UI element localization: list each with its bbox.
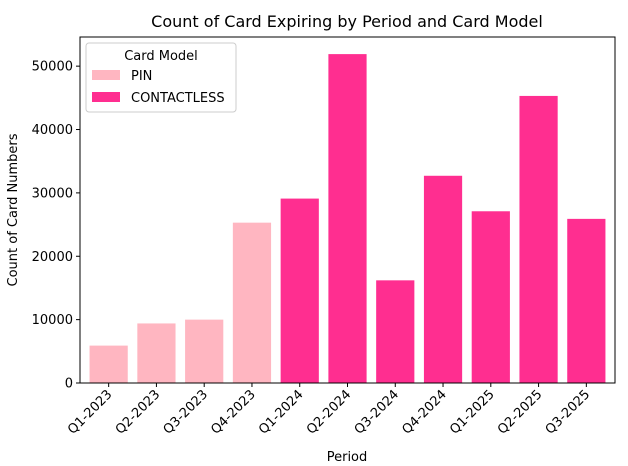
bar-contactless-q1-2025 bbox=[471, 211, 510, 383]
x-tick-label: Q1-2023 bbox=[65, 387, 115, 437]
x-axis: Q1-2023Q2-2023Q3-2023Q4-2023Q1-2024Q2-20… bbox=[65, 383, 593, 438]
legend: Card Model PIN CONTACTLESS bbox=[85, 42, 237, 113]
x-tick-label: Q4-2023 bbox=[208, 387, 258, 437]
bar-contactless-q2-2024 bbox=[328, 54, 367, 384]
x-tick-label: Q2-2025 bbox=[495, 387, 545, 437]
bar-contactless-q4-2024 bbox=[423, 175, 463, 383]
x-tick-label: Q4-2024 bbox=[399, 387, 449, 437]
legend-swatch-pin bbox=[92, 70, 120, 80]
legend-title: Card Model bbox=[124, 49, 198, 64]
legend-box bbox=[85, 42, 237, 113]
bars bbox=[89, 54, 606, 384]
x-tick-label: Q3-2023 bbox=[161, 387, 211, 437]
bar-contactless-q1-2024 bbox=[280, 198, 319, 383]
x-tick-label: Q1-2024 bbox=[256, 387, 306, 437]
y-tick-label: 30000 bbox=[32, 186, 73, 201]
bar-contactless-q3-2024 bbox=[376, 280, 415, 383]
legend-label-contactless: CONTACTLESS bbox=[131, 91, 225, 106]
legend-label-pin: PIN bbox=[131, 69, 152, 84]
x-axis-label: Period bbox=[327, 450, 368, 465]
bar-contactless-q3-2025 bbox=[567, 218, 606, 383]
bar-pin-q3-2023 bbox=[185, 319, 224, 383]
x-tick-label: Q2-2024 bbox=[304, 387, 354, 437]
y-tick-label: 40000 bbox=[32, 123, 73, 138]
legend-swatch-contactless bbox=[92, 92, 120, 102]
bar-pin-q1-2023 bbox=[89, 345, 128, 383]
chart-title: Count of Card Expiring by Period and Car… bbox=[151, 12, 543, 31]
y-tick-label: 10000 bbox=[32, 313, 73, 328]
y-axis: 0 10000 20000 30000 40000 50000 bbox=[32, 60, 80, 392]
x-tick-label: Q3-2025 bbox=[543, 387, 593, 437]
x-tick-label: Q2-2023 bbox=[113, 387, 163, 437]
y-tick-label: 50000 bbox=[32, 60, 73, 75]
bar-pin-q4-2023 bbox=[232, 222, 272, 383]
x-tick-label: Q1-2025 bbox=[447, 387, 497, 437]
y-tick-label: 0 bbox=[65, 377, 73, 392]
bar-pin-q2-2023 bbox=[137, 323, 176, 383]
bar-contactless-q2-2025 bbox=[519, 95, 558, 384]
x-tick-label: Q3-2024 bbox=[352, 387, 402, 437]
y-tick-label: 20000 bbox=[32, 250, 73, 265]
y-axis-label: Count of Card Numbers bbox=[6, 133, 21, 286]
